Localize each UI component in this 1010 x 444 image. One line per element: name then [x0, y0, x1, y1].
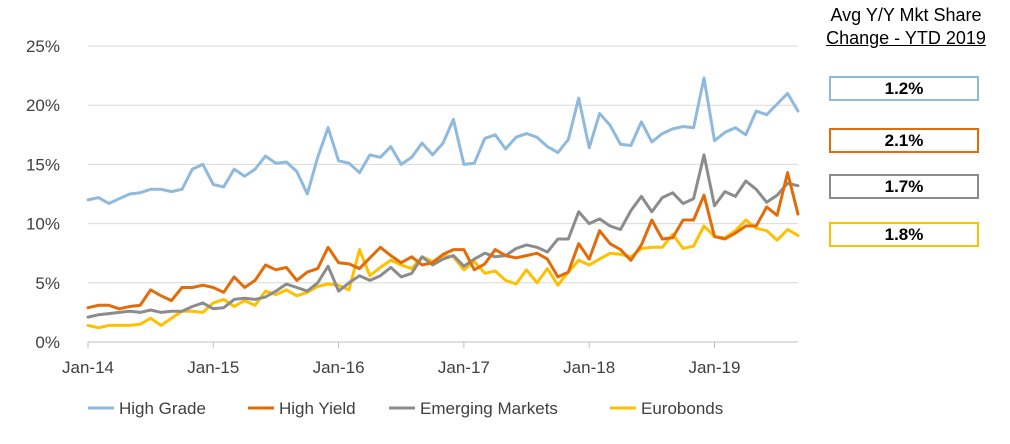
legend: High Grade High Yield Emerging Markets Euro… — [88, 399, 723, 418]
side-panel-title-line2: Change - YTD 2019 — [826, 28, 986, 48]
x-tick-label: Jan-19 — [688, 358, 740, 377]
series-line-high-grade — [86, 76, 800, 205]
legend-label: High Grade — [119, 399, 206, 418]
series-line-emerging-markets — [86, 153, 800, 319]
y-tick-label: 0% — [35, 333, 60, 352]
series-line-high-yield — [86, 171, 800, 311]
side-panel-title: Avg Y/Y Mkt Share Change - YTD 2019 — [806, 4, 1006, 50]
y-tick-label: 10% — [26, 215, 60, 234]
x-axis: Jan-14 Jan-15 Jan-16 Jan-17 Jan-18 Jan-19 — [62, 341, 798, 377]
y-tick-label: 15% — [26, 155, 60, 174]
series-line-eurobonds — [86, 218, 800, 330]
share-box-high-yield: 2.1% — [829, 128, 979, 153]
y-axis: 0% 5% 10% 15% 20% 25% — [26, 37, 60, 352]
y-tick-label: 25% — [26, 37, 60, 56]
series-lines — [86, 76, 800, 330]
x-tick-label: Jan-18 — [563, 358, 615, 377]
legend-label: Emerging Markets — [420, 399, 558, 418]
x-tick-label: Jan-15 — [187, 358, 239, 377]
y-tick-label: 20% — [26, 96, 60, 115]
x-tick-label: Jan-17 — [438, 358, 490, 377]
y-tick-label: 5% — [35, 274, 60, 293]
x-tick-label: Jan-16 — [313, 358, 365, 377]
legend-label: High Yield — [279, 399, 356, 418]
side-panel-title-line1: Avg Y/Y Mkt Share — [830, 5, 982, 25]
share-box-eurobonds: 1.8% — [829, 222, 979, 247]
legend-label: Eurobonds — [641, 399, 723, 418]
x-tick-label: Jan-14 — [62, 358, 114, 377]
share-box-emerging-markets: 1.7% — [829, 174, 979, 199]
share-box-high-grade: 1.2% — [829, 76, 979, 101]
